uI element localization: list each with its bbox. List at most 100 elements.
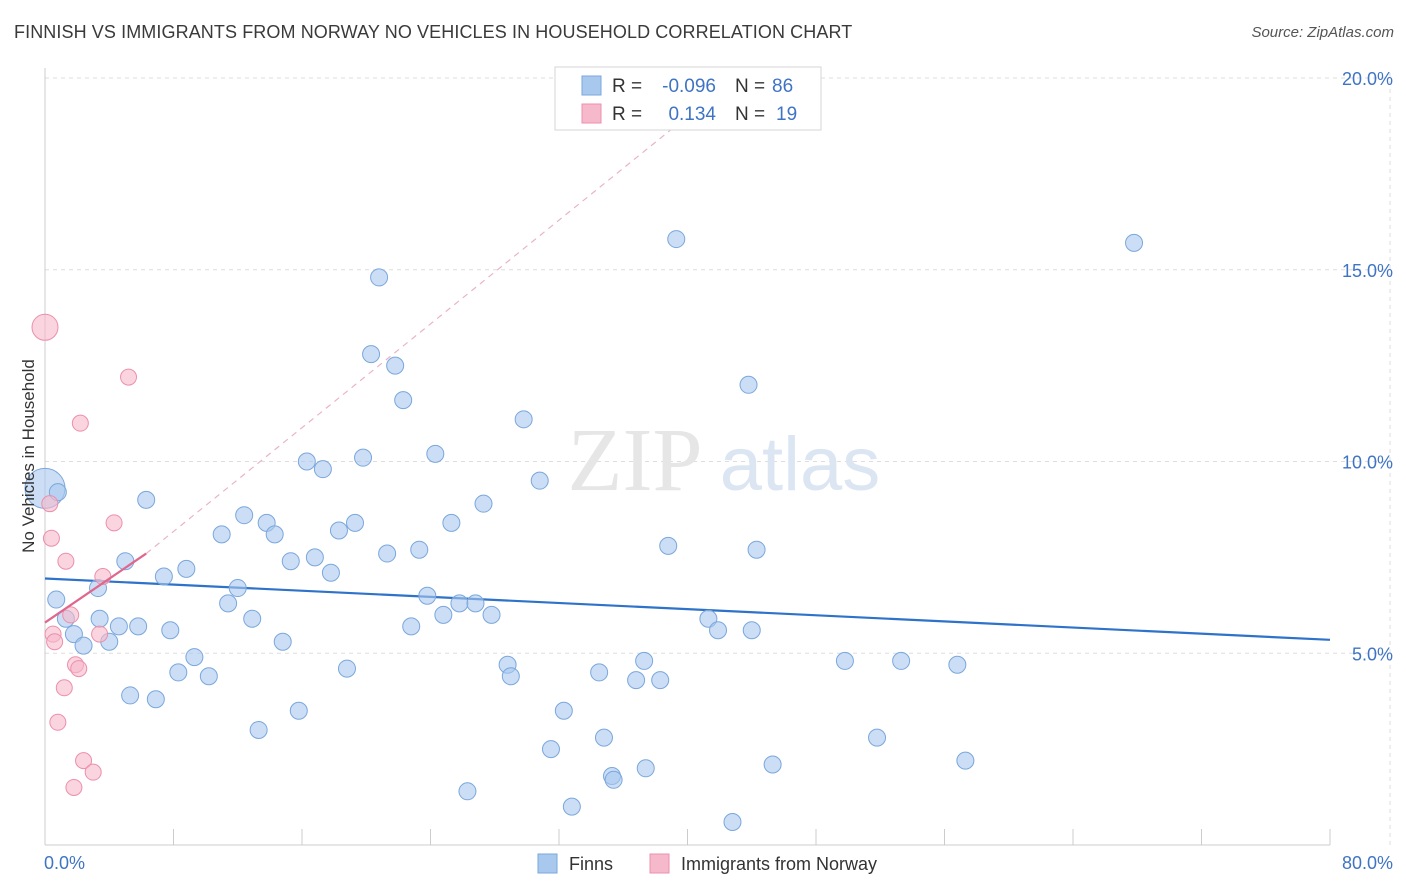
point-norway	[31, 313, 59, 341]
point-finns	[590, 663, 609, 682]
legend-swatch-finns	[537, 853, 558, 874]
point-finns	[659, 536, 678, 555]
stats-legend-swatch-finns	[581, 75, 602, 96]
y-tick-label: 20.0%	[1342, 69, 1393, 89]
point-finns	[458, 782, 477, 801]
point-finns	[47, 590, 66, 609]
point-finns	[739, 375, 758, 394]
trend-norway-dashed	[145, 115, 688, 555]
point-finns	[370, 268, 389, 287]
point-norway	[62, 606, 80, 624]
stats-legend-box: R = -0.096 N = 86 R = 0.134 N = 19	[554, 66, 822, 131]
point-finns	[146, 690, 165, 709]
point-finns	[956, 751, 975, 770]
stats-legend-swatch-norway	[581, 103, 602, 124]
y-axis-label: No Vehicles in Household	[19, 359, 38, 553]
point-finns	[362, 345, 381, 364]
point-finns	[948, 655, 967, 674]
point-finns	[450, 594, 469, 613]
point-finns	[185, 648, 204, 667]
point-finns	[635, 651, 654, 670]
point-finns	[466, 594, 485, 613]
point-finns	[426, 444, 445, 463]
stats-r-value-norway: 0.134	[668, 104, 716, 125]
point-finns	[121, 686, 140, 705]
point-norway	[71, 414, 89, 432]
point-finns	[442, 513, 461, 532]
point-finns	[514, 410, 533, 429]
x-tick-label-max: 80.0%	[1342, 853, 1393, 873]
point-norway	[84, 763, 102, 781]
point-finns	[249, 720, 268, 739]
point-finns	[386, 356, 405, 375]
legend-swatch-norway	[649, 853, 670, 874]
point-finns	[212, 525, 231, 544]
point-norway	[75, 752, 93, 770]
point-finns	[346, 513, 365, 532]
point-norway	[120, 368, 138, 386]
series-legend: Finns Immigrants from Norway	[537, 853, 877, 874]
point-finns	[723, 812, 742, 831]
point-finns	[378, 544, 397, 563]
point-finns	[137, 490, 156, 509]
point-finns	[402, 617, 421, 636]
x-tick-label-min: 0.0%	[44, 853, 85, 873]
point-finns	[594, 728, 613, 747]
stats-n-label-norway: N =	[735, 104, 765, 125]
point-finns	[305, 548, 324, 567]
point-norway	[46, 633, 64, 651]
point-finns	[410, 540, 429, 559]
point-finns	[265, 525, 284, 544]
point-norway	[49, 713, 67, 731]
point-finns	[1125, 233, 1144, 252]
point-finns	[289, 701, 308, 720]
point-finns	[74, 636, 93, 655]
point-finns	[177, 559, 196, 578]
grid-layer	[45, 73, 1391, 845]
axis-layer: 5.0% 10.0% 15.0% 20.0% 0.0% 80.0%	[44, 68, 1393, 873]
point-norway	[70, 660, 88, 678]
watermark-zip: ZIP	[568, 411, 703, 510]
points-layer	[24, 230, 1144, 831]
point-finns	[667, 230, 686, 249]
stats-r-label-norway: R =	[612, 104, 642, 125]
trend-norway	[44, 552, 147, 624]
point-finns	[651, 671, 670, 690]
point-finns	[199, 667, 218, 686]
point-finns	[394, 391, 413, 410]
point-finns	[482, 605, 501, 624]
point-norway	[91, 625, 109, 643]
point-finns	[418, 586, 437, 605]
point-finns	[321, 563, 340, 582]
point-finns	[235, 506, 254, 525]
point-finns	[281, 552, 300, 571]
point-finns	[604, 770, 623, 789]
watermark-atlas: atlas	[720, 422, 881, 507]
watermark: ZIP atlas	[568, 411, 881, 510]
point-finns	[169, 663, 188, 682]
stats-n-label-finns: N =	[735, 76, 765, 97]
point-finns	[329, 521, 348, 540]
point-finns	[154, 567, 173, 586]
y-tick-label: 5.0%	[1352, 644, 1393, 664]
point-finns	[129, 617, 148, 636]
point-finns	[699, 609, 718, 628]
point-finns	[434, 605, 453, 624]
point-finns	[530, 471, 549, 490]
stats-n-value-finns: 86	[772, 76, 793, 97]
point-finns	[501, 667, 520, 686]
point-finns	[273, 632, 292, 651]
point-finns	[541, 740, 560, 759]
point-norway	[41, 495, 59, 513]
point-finns	[747, 540, 766, 559]
point-finns	[109, 617, 128, 636]
point-finns	[554, 701, 573, 720]
point-finns	[90, 609, 109, 628]
point-finns	[354, 448, 373, 467]
point-norway	[42, 529, 60, 547]
point-finns	[562, 797, 581, 816]
y-tick-label: 10.0%	[1342, 453, 1393, 473]
y-tick-label: 15.0%	[1342, 261, 1393, 281]
point-norway	[105, 514, 123, 532]
stats-r-label-finns: R =	[612, 76, 642, 97]
